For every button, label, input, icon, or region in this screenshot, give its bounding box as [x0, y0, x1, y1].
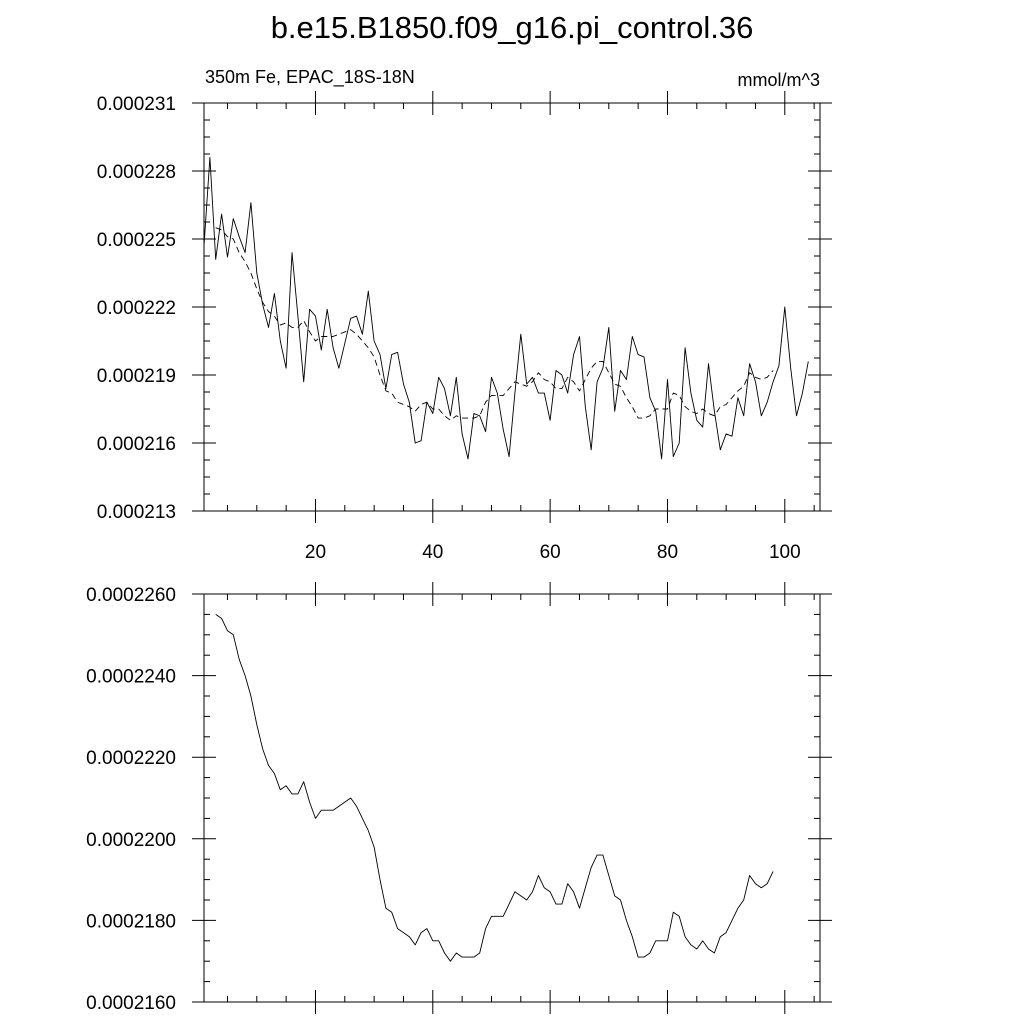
subtitle-right: mmol/m^3 [738, 70, 820, 90]
top-panel: 350m Fe, EPAC_18S-18N mmol/m^3 20 40 60 80 1… [97, 67, 832, 563]
subtitle-left: 350m Fe, EPAC_18S-18N [205, 67, 415, 88]
bottom-panel: 0.0002160 0.0002180 0.0002200 0.0002220 0.00… [86, 582, 832, 1014]
y-tick-label: 0.000213 [97, 502, 176, 523]
main-title: b.e15.B1850.f09_g16.pi_control.36 [271, 10, 754, 45]
y-tick-label: 0.0002240 [86, 667, 176, 688]
y-tick-label: 0.000225 [97, 230, 176, 251]
y-tick-label: 0.000216 [97, 434, 176, 455]
series-line-annual [203, 156, 809, 460]
y-tick-label: 0.000222 [97, 298, 176, 319]
x-tick-label: 20 [305, 542, 326, 563]
y-tick-label: 0.000219 [97, 366, 176, 387]
y-tick-label: 0.0002200 [86, 830, 176, 851]
plot-frame [203, 102, 821, 512]
y-tick-label: 0.0002220 [86, 748, 176, 769]
x-tick-label: 80 [657, 542, 678, 563]
y-tick-label: 0.0002260 [86, 585, 176, 606]
x-tick-label: 60 [540, 542, 561, 563]
y-tick-label: 0.0002160 [86, 993, 176, 1014]
series-line-running-mean [215, 614, 774, 962]
y-tick-label: 0.000231 [97, 94, 176, 115]
plot-frame [203, 593, 821, 1003]
y-tick-label: 0.000228 [97, 162, 176, 183]
x-tick-label: 100 [769, 542, 801, 563]
y-tick-label: 0.0002180 [86, 911, 176, 932]
x-tick-label: 40 [422, 542, 443, 563]
series-line-running-mean [215, 227, 774, 421]
